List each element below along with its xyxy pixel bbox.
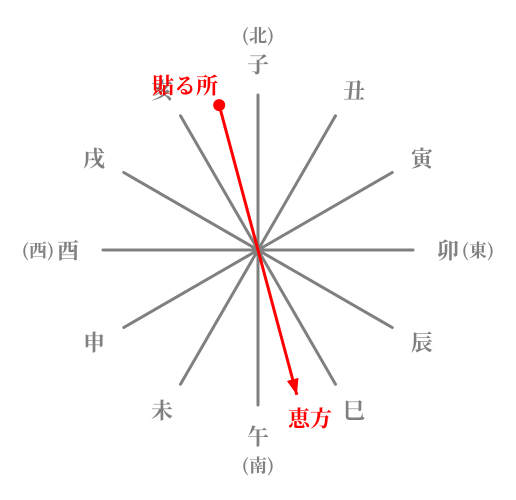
compass-diagram: (北) (東) (南) (西) 子 丑 寅 卯 辰 巳 午 未 申 酉 戌 亥 … <box>0 0 516 500</box>
zodiac-label-7: 未 <box>151 394 173 425</box>
zodiac-label-9: 酉 <box>57 235 79 266</box>
cardinal-west: (西) <box>22 237 54 263</box>
zodiac-label-4: 辰 <box>411 327 433 358</box>
zodiac-label-3: 卯 <box>437 235 459 266</box>
zodiac-label-6: 午 <box>247 421 269 452</box>
zodiac-label-2: 寅 <box>411 143 433 174</box>
cardinal-south: (南) <box>242 452 274 478</box>
zodiac-label-1: 丑 <box>343 75 365 106</box>
ehou-arrow <box>213 99 298 395</box>
zodiac-label-8: 申 <box>83 327 105 358</box>
zodiac-label-5: 巳 <box>343 394 365 425</box>
ehou-label: 恵方 <box>288 403 332 434</box>
cardinal-east: (東) <box>462 237 494 263</box>
zodiac-label-0: 子 <box>247 49 269 80</box>
cardinal-north: (北) <box>242 22 274 48</box>
zodiac-label-10: 戌 <box>83 143 105 174</box>
paste-spot-label: 貼る所 <box>152 70 218 101</box>
